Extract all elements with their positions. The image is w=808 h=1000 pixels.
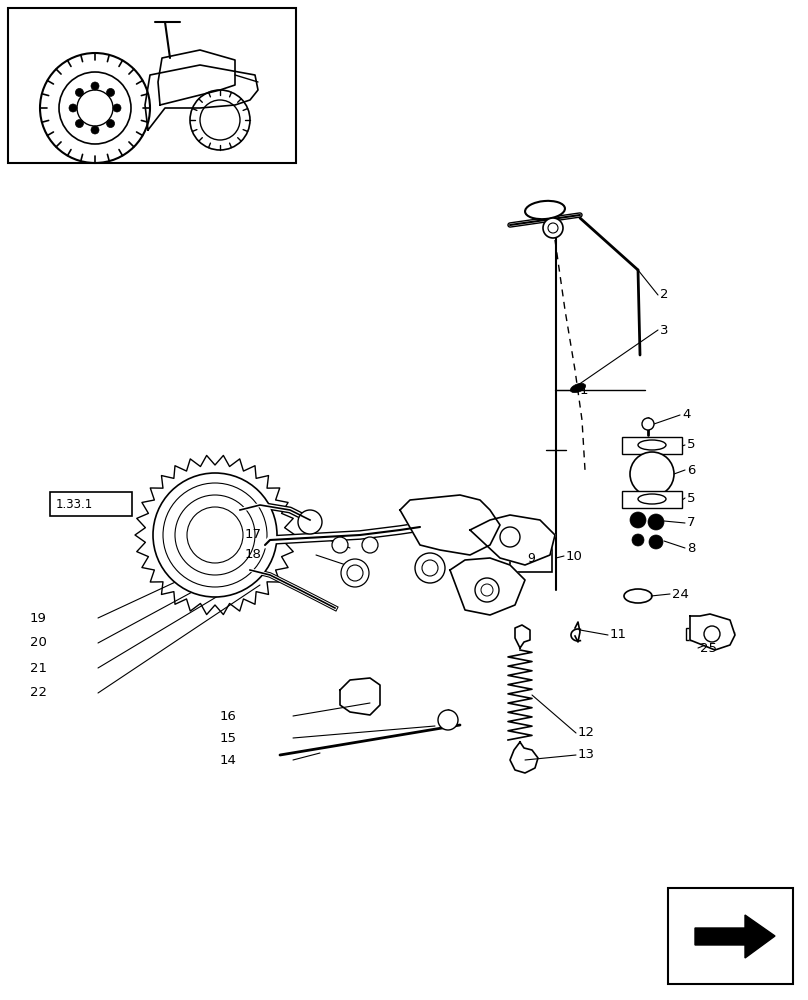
Circle shape — [341, 559, 369, 587]
Circle shape — [630, 512, 646, 528]
Text: 1.33.1: 1.33.1 — [56, 497, 93, 510]
Text: 18: 18 — [245, 548, 262, 562]
Text: 8: 8 — [687, 542, 696, 554]
Circle shape — [298, 510, 322, 534]
Text: 25: 25 — [700, 642, 717, 654]
Text: 20: 20 — [30, 637, 47, 650]
Text: 24: 24 — [672, 587, 689, 600]
Circle shape — [107, 120, 115, 128]
Polygon shape — [400, 495, 500, 555]
Bar — [668, 888, 793, 984]
Text: 4: 4 — [682, 408, 690, 422]
Text: 12: 12 — [578, 726, 595, 740]
Text: 22: 22 — [30, 686, 47, 700]
Polygon shape — [470, 515, 555, 565]
Text: 3: 3 — [660, 324, 668, 336]
Text: 2: 2 — [660, 288, 668, 302]
Text: 6: 6 — [687, 464, 696, 477]
Polygon shape — [622, 437, 682, 454]
Text: 9: 9 — [527, 552, 535, 566]
Circle shape — [649, 535, 663, 549]
Circle shape — [475, 578, 499, 602]
Circle shape — [642, 418, 654, 430]
Bar — [50, 492, 132, 516]
Circle shape — [332, 537, 348, 553]
Text: 17: 17 — [245, 528, 262, 542]
Bar — [686, 628, 694, 640]
Circle shape — [415, 553, 445, 583]
Circle shape — [69, 104, 77, 112]
Circle shape — [630, 452, 674, 496]
Polygon shape — [690, 614, 735, 650]
Polygon shape — [695, 915, 775, 958]
Text: 5: 5 — [687, 438, 696, 452]
Text: 5: 5 — [687, 491, 696, 504]
Circle shape — [453, 563, 477, 587]
Text: 21: 21 — [30, 662, 47, 674]
Ellipse shape — [570, 383, 586, 393]
Circle shape — [75, 88, 83, 96]
Circle shape — [91, 126, 99, 134]
Text: 11: 11 — [610, 629, 627, 642]
Circle shape — [75, 120, 83, 128]
Circle shape — [362, 537, 378, 553]
Circle shape — [648, 514, 664, 530]
Text: 15: 15 — [220, 732, 237, 744]
Circle shape — [543, 218, 563, 238]
Circle shape — [91, 82, 99, 90]
Bar — [8, 8, 296, 163]
Circle shape — [632, 534, 644, 546]
Text: 14: 14 — [220, 754, 237, 766]
Bar — [510, 546, 552, 572]
Circle shape — [500, 527, 520, 547]
Text: 1: 1 — [580, 383, 588, 396]
Text: 16: 16 — [220, 710, 237, 722]
Text: 10: 10 — [566, 550, 583, 562]
Text: 7: 7 — [687, 516, 696, 530]
Circle shape — [107, 88, 115, 96]
Polygon shape — [622, 491, 682, 508]
Polygon shape — [450, 558, 525, 615]
Text: 19: 19 — [30, 611, 47, 624]
Circle shape — [438, 710, 458, 730]
Circle shape — [153, 473, 277, 597]
Text: 13: 13 — [578, 748, 595, 762]
Ellipse shape — [525, 201, 565, 219]
Circle shape — [113, 104, 121, 112]
